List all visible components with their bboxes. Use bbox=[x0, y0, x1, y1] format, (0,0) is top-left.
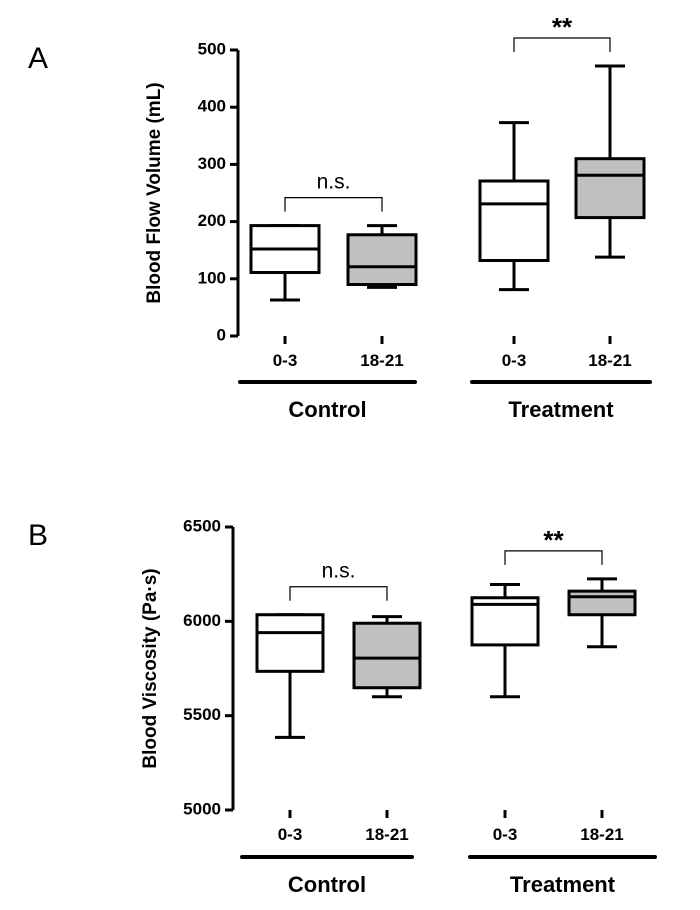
category-label: 18-21 bbox=[580, 825, 623, 844]
category-label: 0-3 bbox=[493, 825, 518, 844]
group-label: Treatment bbox=[508, 397, 614, 422]
significance-label: ** bbox=[543, 525, 564, 555]
y-tick-label: 300 bbox=[198, 154, 226, 173]
box-treatment-18-21 bbox=[567, 577, 637, 649]
y-tick-label: 5000 bbox=[183, 799, 221, 818]
group-label: Treatment bbox=[510, 872, 616, 897]
significance-treatment: ** bbox=[513, 12, 611, 53]
box-control-18-21 bbox=[352, 615, 422, 699]
iqr-box bbox=[346, 233, 418, 287]
iqr-box bbox=[352, 621, 422, 690]
significance-treatment: ** bbox=[504, 525, 603, 565]
group-label: Control bbox=[288, 397, 366, 422]
category-label: 18-21 bbox=[588, 351, 631, 370]
significance-bracket bbox=[504, 550, 603, 565]
significance-control: n.s. bbox=[284, 171, 383, 212]
significance-bracket bbox=[513, 37, 611, 53]
iqr-box bbox=[567, 589, 637, 617]
category-label: 0-3 bbox=[502, 351, 527, 370]
y-axis-label: Blood Flow Volume (mL) bbox=[144, 82, 165, 303]
box-control-0-3 bbox=[255, 613, 325, 739]
category-label: 0-3 bbox=[278, 825, 303, 844]
y-tick-label: 6000 bbox=[183, 611, 221, 630]
y-tick-label: 6500 bbox=[183, 516, 221, 535]
y-tick-label: 200 bbox=[198, 211, 226, 230]
y-tick-label: 400 bbox=[198, 97, 226, 116]
group-label: Control bbox=[288, 872, 366, 897]
box-control-0-3 bbox=[249, 224, 321, 302]
box-treatment-0-3 bbox=[478, 121, 550, 292]
box-treatment-18-21 bbox=[574, 64, 646, 259]
box-control-18-21 bbox=[346, 224, 418, 289]
iqr-box bbox=[478, 179, 550, 262]
panel-a: A Blood Flow Volume (mL) 0 100 200 300 400 500 0… bbox=[28, 12, 652, 422]
iqr-box bbox=[255, 613, 325, 673]
significance-control: n.s. bbox=[289, 560, 388, 601]
category-label: 18-21 bbox=[360, 351, 403, 370]
y-axis-label: Blood Viscosity (Pa·s) bbox=[140, 568, 161, 768]
y-tick-label: 500 bbox=[198, 39, 226, 58]
significance-bracket bbox=[284, 197, 383, 212]
significance-label: n.s. bbox=[322, 560, 356, 583]
panel-letter: A bbox=[28, 42, 48, 75]
significance-label: n.s. bbox=[317, 171, 351, 194]
panel-letter: B bbox=[28, 519, 48, 552]
panel-b: B Blood Viscosity (Pa·s) 5000 5500 6000 6500 0… bbox=[28, 516, 657, 897]
y-tick-label: 100 bbox=[198, 268, 226, 287]
box-treatment-0-3 bbox=[470, 583, 540, 699]
category-label: 0-3 bbox=[273, 351, 298, 370]
y-tick-label: 5500 bbox=[183, 705, 221, 724]
category-label: 18-21 bbox=[365, 825, 408, 844]
iqr-box bbox=[574, 157, 646, 220]
y-tick-label: 0 bbox=[217, 325, 226, 344]
significance-bracket bbox=[289, 586, 388, 601]
significance-label: ** bbox=[552, 12, 573, 42]
